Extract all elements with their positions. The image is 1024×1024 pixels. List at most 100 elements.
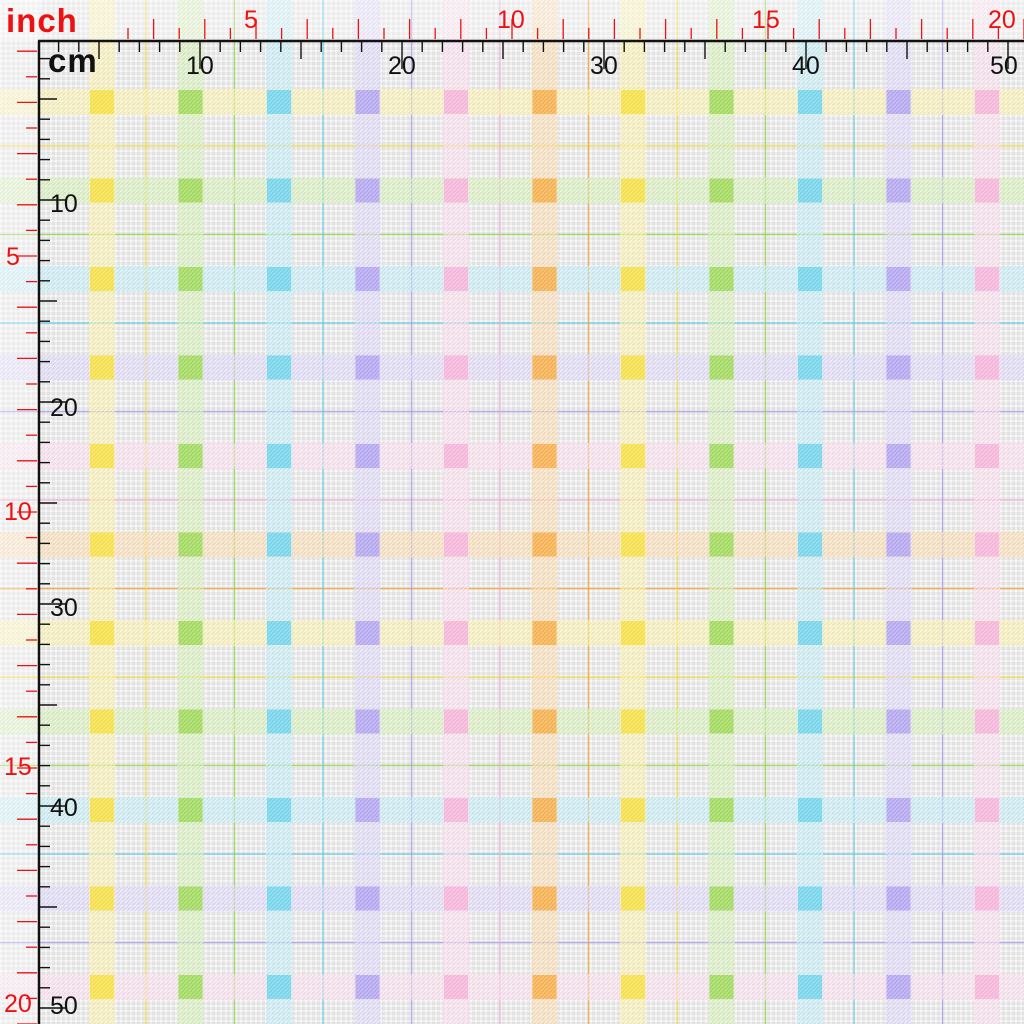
check-texture — [621, 621, 645, 645]
inch-top-label: 10 — [497, 6, 525, 34]
check-texture — [444, 178, 468, 203]
check-texture — [709, 621, 734, 645]
check-texture — [621, 267, 645, 291]
check-texture — [178, 975, 203, 999]
check-texture — [444, 886, 468, 911]
check-texture — [621, 886, 645, 911]
check-texture — [621, 444, 645, 468]
inch-left-label: 10 — [4, 498, 32, 526]
check-texture — [178, 532, 203, 557]
check-texture — [975, 178, 999, 203]
check-texture — [709, 444, 734, 468]
check-texture — [709, 267, 734, 291]
inch-left-label: 20 — [4, 990, 32, 1018]
stripe-texture — [0, 443, 1024, 469]
check-texture — [444, 444, 468, 468]
check-texture — [532, 621, 557, 645]
check-texture — [886, 90, 911, 114]
cm-top-label: 30 — [590, 52, 618, 80]
stripe-texture — [0, 531, 1024, 558]
cm-left-label: 50 — [50, 992, 78, 1020]
stripe-texture — [0, 354, 1024, 381]
check-texture — [90, 267, 114, 291]
check-texture — [886, 355, 911, 380]
check-texture — [621, 709, 645, 734]
check-texture — [798, 532, 822, 557]
check-texture — [267, 886, 291, 911]
check-texture — [267, 355, 291, 380]
check-texture — [355, 621, 380, 645]
check-texture — [975, 267, 999, 291]
check-texture — [886, 267, 911, 291]
check-texture — [709, 355, 734, 380]
check-texture — [532, 444, 557, 468]
check-texture — [709, 709, 734, 734]
check-texture — [532, 267, 557, 291]
cm-top-label: 20 — [388, 52, 416, 80]
check-texture — [798, 178, 822, 203]
cm-left-label: 10 — [50, 190, 78, 218]
check-texture — [90, 532, 114, 557]
check-texture — [444, 621, 468, 645]
check-texture — [532, 178, 557, 203]
check-texture — [444, 709, 468, 734]
check-texture — [90, 798, 114, 822]
check-texture — [709, 975, 734, 999]
check-texture — [886, 709, 911, 734]
stripe-texture — [531, 0, 558, 1024]
thin-vertical-lines — [145, 0, 944, 1024]
check-texture — [90, 444, 114, 468]
stripe-texture — [0, 708, 1024, 735]
check-texture — [355, 532, 380, 557]
check-texture — [975, 90, 999, 114]
check-texture — [178, 355, 203, 380]
check-texture — [621, 178, 645, 203]
check-texture — [444, 798, 468, 822]
inch-left-label: 5 — [6, 243, 20, 271]
check-texture — [709, 532, 734, 557]
check-texture — [178, 798, 203, 822]
stripe-texture — [0, 885, 1024, 912]
check-texture — [532, 975, 557, 999]
stripe-texture — [885, 0, 912, 1024]
stripe-texture — [0, 797, 1024, 823]
stripe-texture — [0, 620, 1024, 646]
check-texture — [90, 709, 114, 734]
check-texture — [975, 886, 999, 911]
check-texture — [798, 444, 822, 468]
check-texture — [532, 355, 557, 380]
check-texture — [444, 975, 468, 999]
check-texture — [798, 355, 822, 380]
inch-left-label: 15 — [4, 753, 32, 781]
check-texture — [975, 621, 999, 645]
stripe-texture — [708, 0, 735, 1024]
stripe-texture — [0, 89, 1024, 115]
stripe-texture — [974, 0, 1000, 1024]
check-texture — [267, 975, 291, 999]
cm-top-label: 50 — [990, 52, 1018, 80]
check-texture — [532, 798, 557, 822]
check-texture — [621, 355, 645, 380]
check-texture — [267, 444, 291, 468]
check-texture — [178, 267, 203, 291]
check-texture — [267, 267, 291, 291]
cm-left-label: 20 — [50, 394, 78, 422]
check-texture — [355, 798, 380, 822]
vertical-stripes — [89, 0, 1000, 1024]
check-texture — [975, 355, 999, 380]
stripe-texture — [177, 0, 204, 1024]
check-texture — [178, 621, 203, 645]
cm-top-label: 40 — [792, 52, 820, 80]
check-texture — [178, 886, 203, 911]
check-texture — [798, 90, 822, 114]
stripe-texture — [797, 0, 823, 1024]
check-texture — [621, 975, 645, 999]
check-texture — [267, 90, 291, 114]
check-texture — [267, 532, 291, 557]
check-texture — [886, 798, 911, 822]
check-texture — [532, 886, 557, 911]
check-texture — [355, 886, 380, 911]
cm-left-label: 30 — [50, 594, 78, 622]
check-texture — [532, 709, 557, 734]
